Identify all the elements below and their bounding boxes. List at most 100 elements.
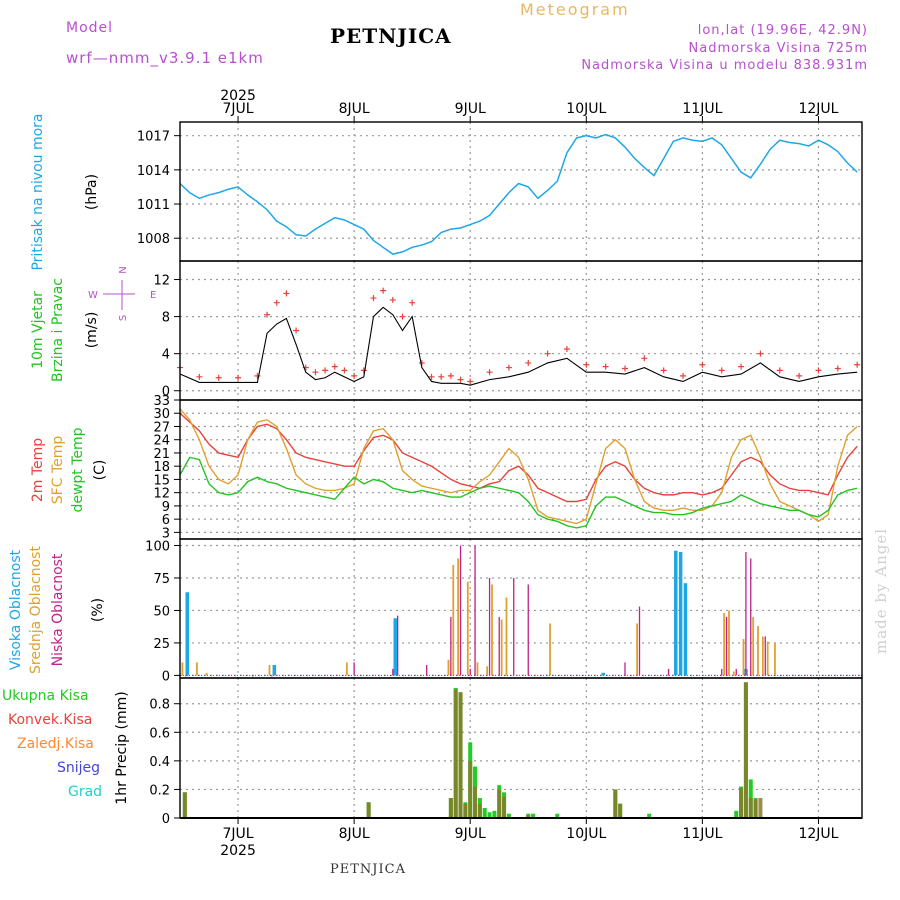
- precip-total-bar: [647, 813, 652, 818]
- precip-conv-bar: [743, 682, 748, 818]
- precip-conv-bar: [453, 689, 458, 818]
- y-tick-label: 0: [162, 669, 170, 684]
- model-name: wrf—nmm_v3.9.1 e1km: [66, 49, 264, 67]
- cloud-bar: [272, 665, 277, 676]
- y-tick-label: 75: [153, 572, 170, 587]
- year-label-top: 2025: [220, 88, 256, 104]
- cloud-bar: [601, 672, 605, 676]
- panel-frame-wind: [179, 260, 863, 401]
- cloud-bar: [345, 662, 348, 676]
- wind-gust-marker: [757, 350, 764, 357]
- precip-conv-bar: [497, 789, 502, 818]
- compass-east: E: [150, 290, 156, 301]
- precip-conv-bar: [473, 786, 478, 818]
- temperature-line-0: [179, 412, 858, 503]
- cloud-bar: [486, 666, 489, 676]
- cloud-bar: [725, 616, 728, 676]
- wind-gust-marker: [428, 373, 435, 380]
- precip-conv-bar: [463, 803, 468, 818]
- cloud-bar: [397, 615, 399, 676]
- y-tick-label: 30: [153, 407, 170, 422]
- wind-gust-marker: [215, 374, 222, 381]
- cloud-bar: [393, 618, 397, 676]
- y-tick-label: 0.2: [149, 783, 170, 798]
- wind-gust-marker: [796, 372, 803, 379]
- wind-gust-marker: [254, 372, 261, 379]
- temp-ylabel-dewpt: dewpt Temp: [70, 427, 86, 512]
- y-tick-label: 0: [162, 385, 170, 400]
- cloud-bar: [505, 597, 508, 676]
- cloud-bar: [450, 616, 452, 676]
- cloud-bar: [392, 668, 394, 676]
- temp-ylabel-sfc: SFC Temp: [50, 436, 66, 505]
- y-tick-label: 4: [162, 348, 170, 363]
- precip-conv-bar: [739, 788, 744, 818]
- wind-gust-marker: [660, 367, 667, 374]
- y-tick-label: 0.6: [149, 726, 170, 741]
- y-tick-label: 0.4: [149, 755, 170, 770]
- cloud-unit: (%): [90, 598, 106, 622]
- precip-conv-bar: [748, 798, 753, 818]
- wind-gust-marker: [399, 313, 406, 320]
- cloud-bar: [667, 668, 670, 676]
- wind-ylabel-1: 10m Vjetar: [30, 291, 46, 369]
- cloud-bar: [742, 639, 745, 676]
- cloud-bar: [271, 675, 273, 677]
- cloud-ylabel-mid: Srednja Oblacnost: [28, 546, 44, 674]
- y-tick-label: 6: [162, 513, 170, 528]
- wind-unit: (m/s): [84, 312, 100, 349]
- x-day-label-bottom: 12JUL: [798, 826, 838, 842]
- wind-gust-marker: [389, 296, 396, 303]
- cloud-bar: [735, 668, 737, 676]
- precip-legend-item: Konvek.Kisa: [8, 712, 92, 728]
- temperature-line-2: [179, 456, 858, 529]
- panel-frame-temperature: [179, 399, 863, 540]
- cloud-bar: [181, 662, 184, 676]
- wind-gust-marker: [815, 367, 822, 374]
- model-elevation-label: Nadmorska Visina u modelu 838.931m: [581, 58, 868, 73]
- cloud-bar: [757, 626, 759, 676]
- wind-gust-marker: [621, 365, 628, 372]
- x-day-label-top: 9JUL: [455, 101, 486, 117]
- cloud-bar: [469, 668, 471, 676]
- wind-ylabel-2: Brzina i Pravac: [50, 278, 66, 382]
- precip-total-bar: [734, 810, 739, 818]
- wind-gust-marker: [718, 367, 725, 374]
- temp-ylabel-2m: 2m Temp: [30, 438, 46, 502]
- x-day-label-bottom: 9JUL: [455, 826, 486, 842]
- wind-gust-marker: [293, 327, 300, 334]
- cloud-bar: [624, 662, 626, 676]
- cloud-bar: [636, 623, 638, 676]
- cloud-bar: [764, 636, 766, 676]
- y-tick-label: 27: [153, 420, 170, 435]
- wind-gust-marker: [322, 367, 329, 374]
- precip-legend-item: Snijeg: [57, 760, 100, 776]
- cloud-bar: [549, 623, 551, 676]
- y-tick-label: 33: [153, 394, 170, 409]
- wind-gust-marker: [602, 363, 609, 370]
- wind-gust-marker: [699, 361, 706, 368]
- y-tick-label: 15: [153, 473, 170, 488]
- wind-gust-marker: [360, 367, 367, 374]
- cloud-ylabel-high: Visoka Oblacnost: [8, 549, 24, 670]
- wind-gust-marker: [351, 372, 358, 379]
- cloud-bar: [452, 564, 455, 676]
- cloud-bar: [447, 659, 450, 676]
- precip-conv-bar: [753, 799, 758, 818]
- y-tick-label: 0.8: [149, 698, 170, 713]
- cloud-bar: [721, 668, 723, 676]
- precip-conv-bar: [758, 798, 763, 818]
- cloud-bar: [459, 545, 462, 676]
- x-day-label-top: 12JUL: [798, 101, 838, 117]
- precip-conv-bar: [477, 803, 482, 818]
- wind-gust-marker: [447, 372, 454, 379]
- precip-legend-item: Grad: [68, 784, 102, 800]
- y-tick-label: 100: [145, 539, 170, 554]
- wind-gust-marker: [380, 287, 387, 294]
- precip-total-bar: [482, 808, 487, 818]
- coords-label: lon,lat (19.96E, 42.9N): [697, 23, 868, 38]
- cloud-bar: [683, 583, 688, 676]
- wind-gust-marker: [341, 367, 348, 374]
- compass-west: W: [88, 290, 98, 301]
